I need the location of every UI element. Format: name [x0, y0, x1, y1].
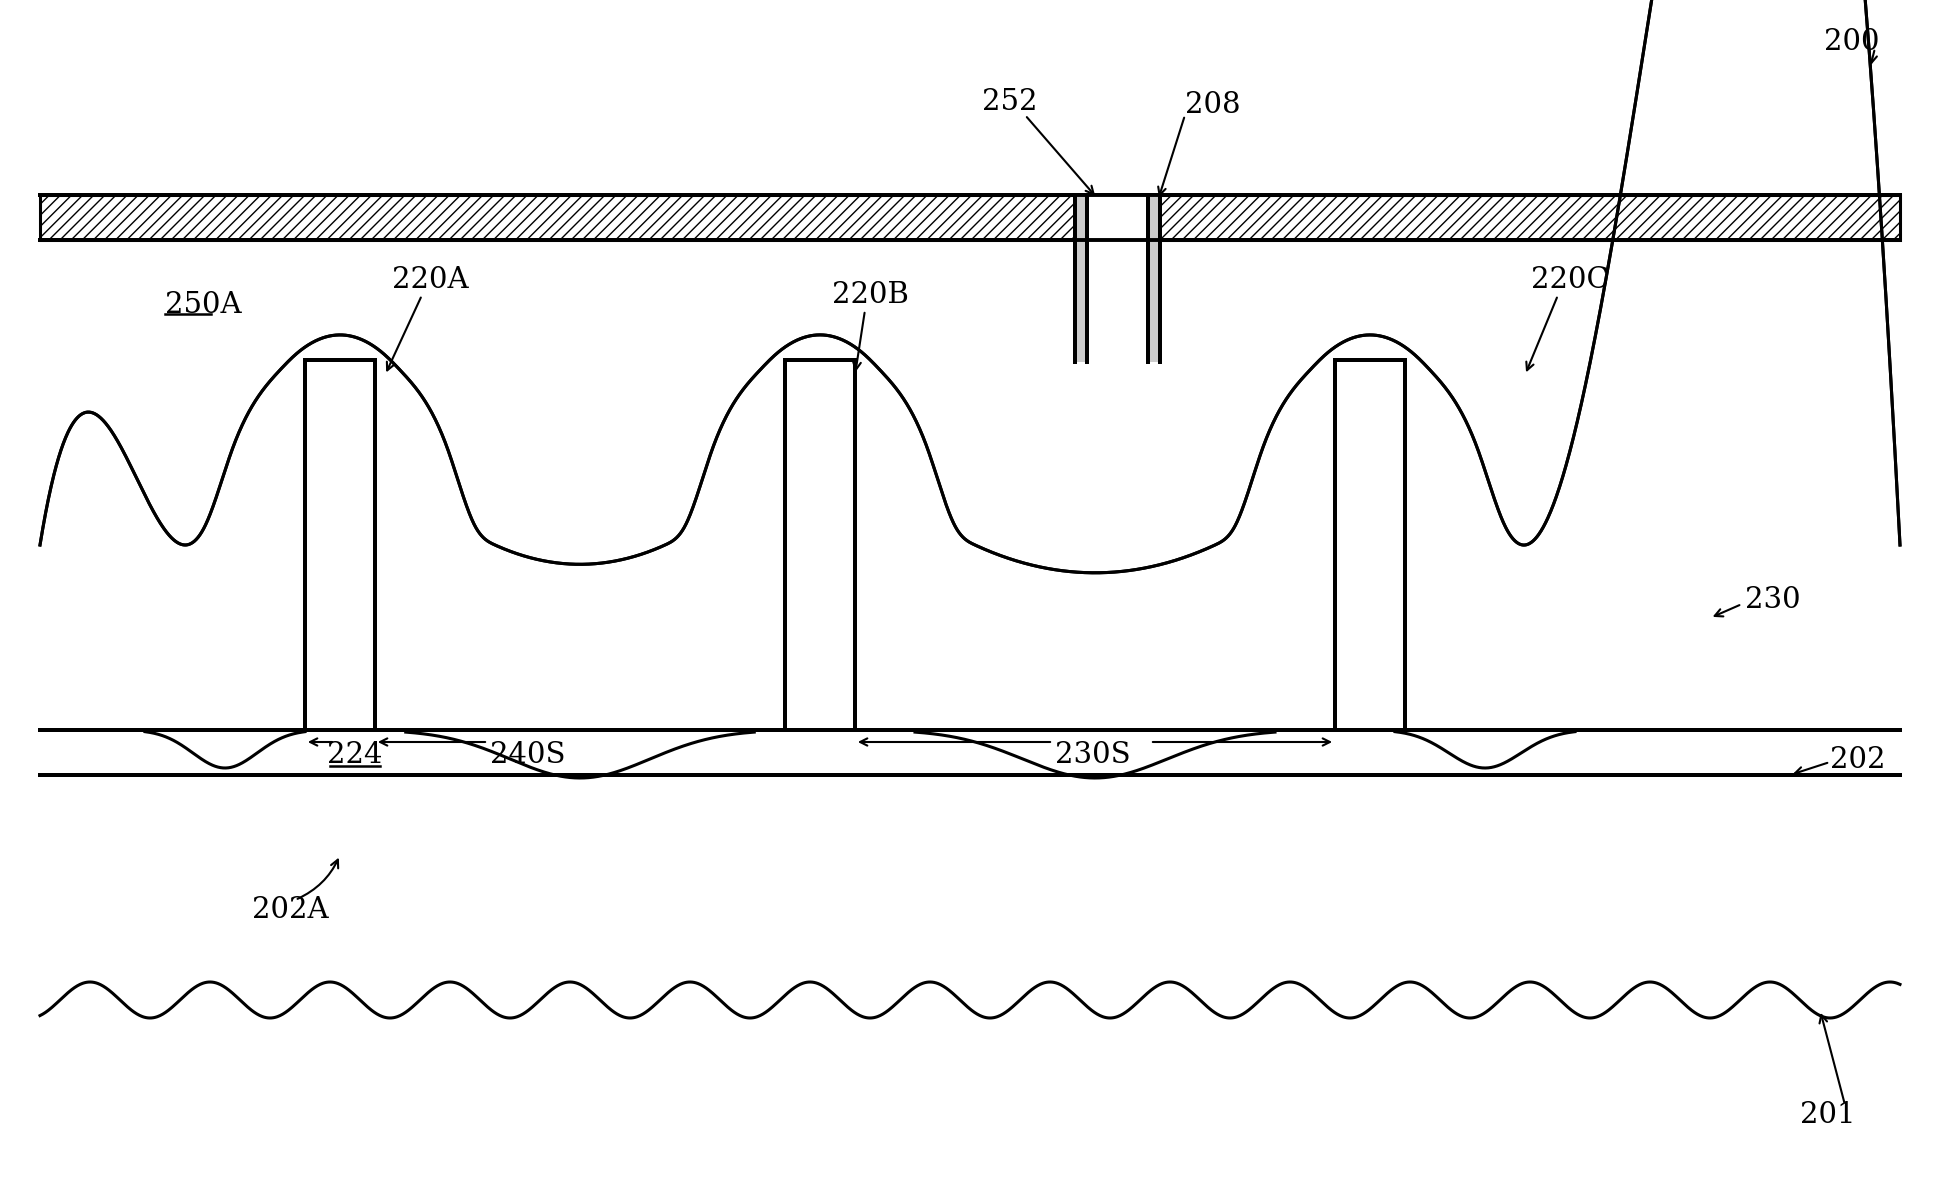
Text: 202A: 202A	[252, 896, 328, 923]
Text: 220C: 220C	[1532, 266, 1609, 294]
Text: 208: 208	[1185, 91, 1241, 119]
Text: 252: 252	[983, 88, 1037, 116]
Polygon shape	[1394, 730, 1574, 768]
Bar	[1074, 195, 1088, 362]
Bar	[1074, 195, 1160, 362]
Text: 240S: 240S	[491, 741, 566, 769]
Text: 250A: 250A	[165, 291, 242, 319]
Polygon shape	[915, 730, 1276, 777]
Polygon shape	[405, 730, 754, 777]
Text: 200: 200	[1825, 28, 1881, 56]
Bar	[304, 360, 374, 730]
Text: 230S: 230S	[1055, 741, 1130, 769]
Text: 224: 224	[328, 741, 382, 769]
Text: 220B: 220B	[832, 281, 909, 309]
Text: 230: 230	[1745, 586, 1801, 614]
Polygon shape	[145, 730, 304, 768]
Text: 201: 201	[1799, 1102, 1856, 1129]
Bar	[1334, 360, 1406, 730]
Bar	[1148, 195, 1160, 362]
Bar	[785, 360, 855, 730]
Bar	[41, 195, 1900, 240]
Text: 202: 202	[1830, 745, 1885, 774]
Bar	[1088, 195, 1148, 362]
Text: 220A: 220A	[392, 266, 469, 294]
Polygon shape	[41, 0, 1900, 730]
